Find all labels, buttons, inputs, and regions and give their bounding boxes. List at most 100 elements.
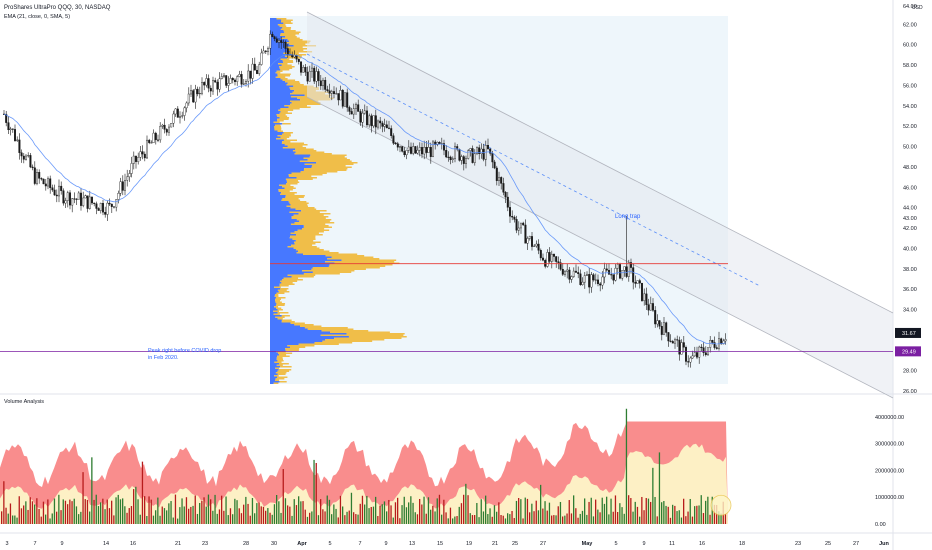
profile-bar-down: [277, 73, 291, 75]
candle-body: [370, 115, 373, 127]
candle-body: [601, 276, 604, 286]
volume-bar: [658, 452, 661, 524]
candle-body: [242, 83, 245, 85]
volume-bar: [194, 495, 196, 524]
volume-bar: [491, 516, 493, 524]
candle-body: [286, 48, 289, 56]
candle-body: [167, 126, 170, 133]
candle-body: [588, 274, 591, 288]
profile-bar-up: [270, 370, 278, 372]
profile-bar-up: [270, 36, 286, 38]
candle-body: [623, 266, 626, 271]
volume-bar: [597, 509, 599, 524]
profile-bar-up: [270, 285, 280, 287]
candle-body: [53, 189, 56, 196]
candle-body: [222, 75, 225, 77]
profile-bar-down: [287, 345, 315, 347]
volume-bar: [410, 496, 412, 524]
profile-bar-up: [270, 18, 277, 20]
volume-bar: [507, 513, 509, 524]
candle-body: [211, 80, 214, 92]
candle-body: [709, 340, 712, 348]
profile-bar-up: [270, 283, 280, 285]
candle-body: [436, 142, 439, 145]
profile-bar-up: [270, 93, 291, 95]
candle-body: [357, 104, 360, 112]
candle-body: [678, 339, 681, 355]
volume-bar: [465, 483, 467, 524]
profile-bar-up: [270, 229, 298, 231]
volume-bar: [119, 499, 122, 524]
profile-bar-up: [270, 150, 293, 152]
candle-body: [40, 178, 43, 180]
profile-bar-down: [274, 375, 279, 377]
profile-bar-down: [295, 148, 314, 150]
volume-bar: [51, 513, 53, 524]
volume-bar: [372, 506, 375, 524]
profile-bar-down: [295, 208, 317, 210]
profile-bar-down: [282, 186, 294, 188]
volume-bar: [291, 515, 293, 524]
profile-bar-up: [270, 244, 292, 246]
profile-bar-down: [287, 145, 303, 147]
candle-body: [58, 185, 61, 197]
volume-bar: [170, 501, 172, 524]
profile-bar-down: [285, 46, 303, 48]
profile-bar-down: [334, 337, 402, 339]
candle-body: [445, 150, 448, 158]
profile-bar-down: [298, 250, 330, 252]
profile-bar-up: [270, 121, 274, 123]
volume-bar: [216, 513, 218, 524]
volume-bar: [190, 506, 192, 524]
candle-body: [333, 91, 336, 94]
profile-bar-down: [289, 202, 309, 204]
candle-body: [528, 236, 531, 239]
profile-bar-up: [270, 90, 295, 92]
profile-bar-down: [290, 204, 308, 206]
profile-bar-down: [273, 126, 281, 128]
volume-bar: [533, 511, 535, 524]
date-tick-label: 5: [328, 541, 331, 547]
profile-bar-down: [281, 133, 291, 135]
profile-bar-down: [290, 235, 316, 237]
profile-bar-down: [283, 277, 299, 279]
candle-body: [359, 111, 362, 123]
profile-bar-down: [275, 72, 281, 74]
profile-bar-down: [279, 285, 289, 287]
volume-bar: [346, 511, 348, 524]
volume-bar: [249, 515, 251, 524]
volume-bar: [401, 505, 403, 524]
profile-bar-up: [270, 322, 291, 324]
volume-bar: [278, 501, 280, 524]
profile-bar-up: [270, 51, 290, 53]
profile-bar-up: [270, 267, 313, 269]
profile-bar-down: [300, 171, 338, 173]
volume-bar: [256, 503, 258, 524]
candle-body: [236, 76, 239, 82]
volume-bar: [573, 495, 575, 524]
profile-bar-down: [322, 340, 373, 342]
volume-bar: [632, 511, 634, 524]
profile-bar-down: [280, 78, 288, 80]
date-tick-label: 21: [492, 541, 498, 547]
candle-body: [33, 167, 36, 184]
profile-bar-down: [294, 231, 324, 233]
volume-bar: [1, 511, 3, 524]
profile-bar-down: [288, 48, 308, 50]
candle-body: [583, 275, 586, 283]
profile-bar-down: [287, 82, 301, 84]
profile-bar-up: [270, 214, 294, 216]
profile-bar-up: [270, 78, 281, 80]
candle-body: [174, 108, 177, 115]
candle-body: [253, 63, 256, 71]
candle-body: [5, 113, 8, 123]
volume-bar: [91, 457, 93, 524]
volume-bar: [309, 512, 311, 524]
candle-body: [427, 146, 430, 153]
volume-bar: [5, 507, 7, 524]
volume-bar: [227, 515, 229, 524]
profile-bar-down: [275, 379, 280, 381]
profile-bar-down: [286, 84, 304, 86]
profile-bar-up: [270, 87, 290, 89]
